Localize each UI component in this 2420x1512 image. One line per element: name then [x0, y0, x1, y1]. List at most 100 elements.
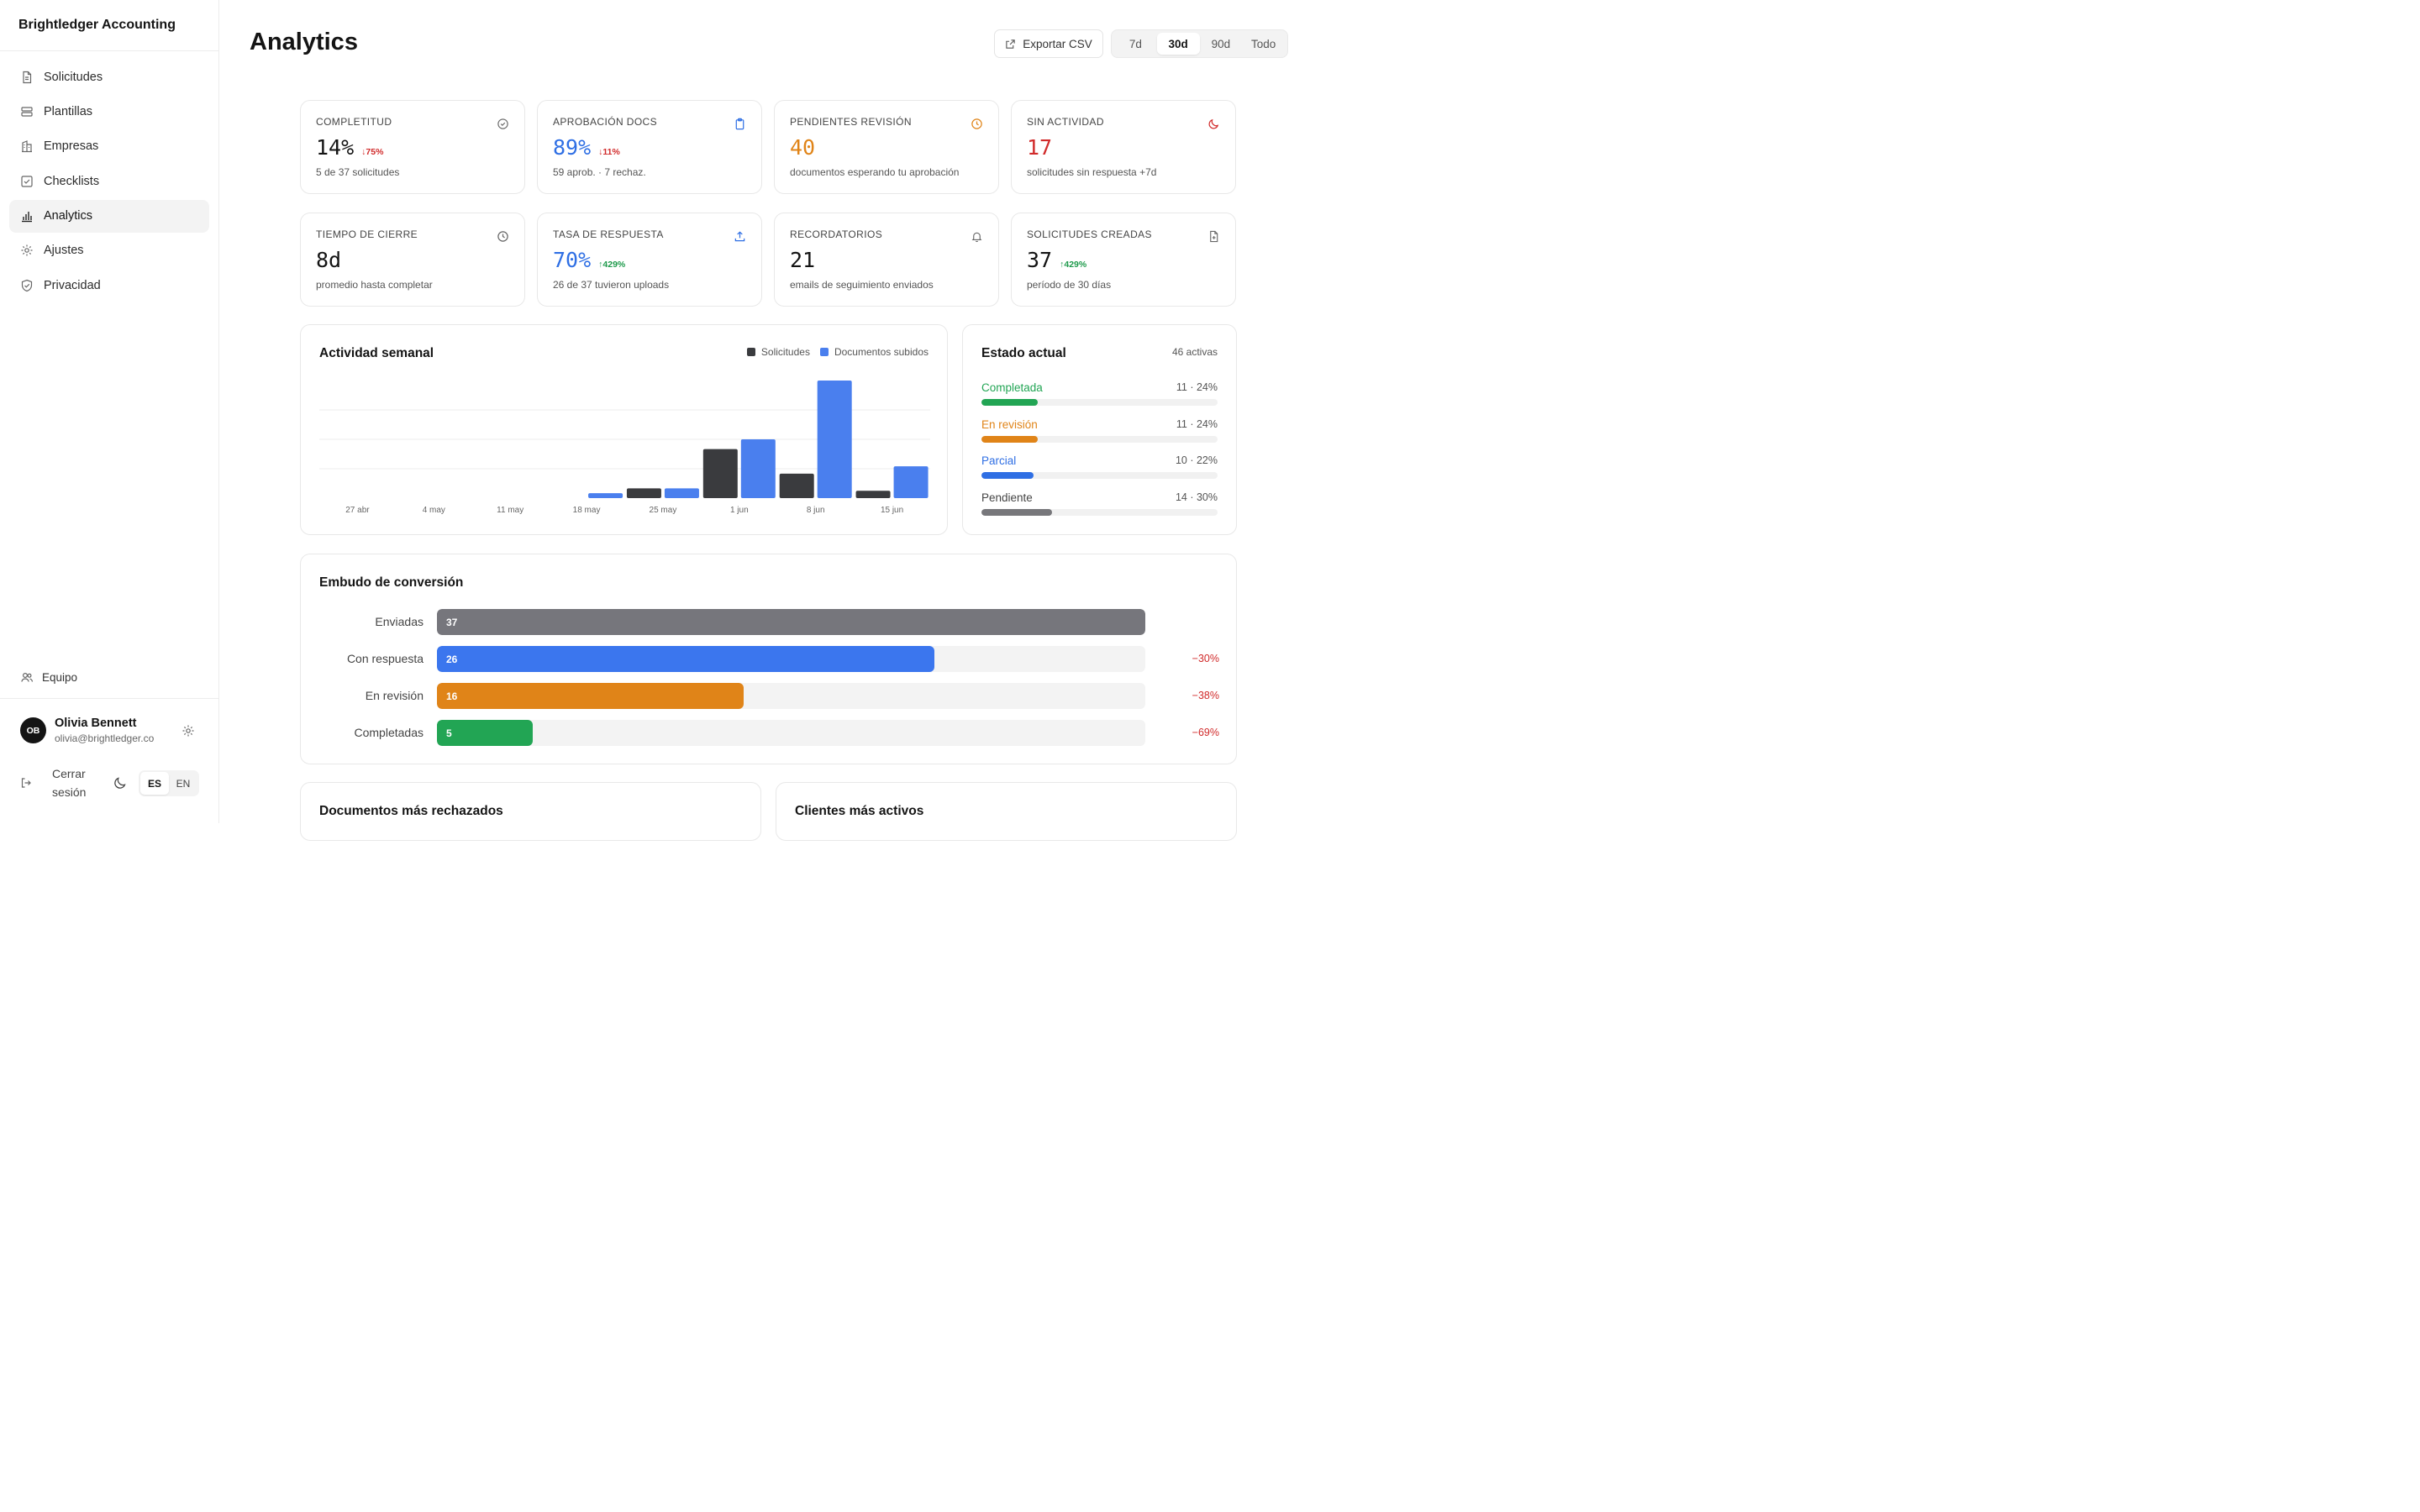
- sidebar-item-equipo[interactable]: Equipo: [20, 670, 77, 684]
- file-plus-icon: [1207, 230, 1220, 243]
- sidebar-item-solicitudes[interactable]: Solicitudes: [9, 60, 209, 93]
- kpi-label: APROBACIÓN DOCS: [553, 116, 658, 128]
- arrow-down-icon: ↓: [598, 147, 603, 157]
- funnel-bar[interactable]: 5: [437, 720, 533, 746]
- export-csv-button[interactable]: Exportar CSV: [994, 29, 1103, 58]
- status-progress-track: [981, 508, 1218, 516]
- funnel-row: Con respuesta 26 −30%: [301, 646, 1238, 672]
- funnel-bar[interactable]: 37: [437, 609, 1145, 635]
- upload-icon: [734, 230, 746, 243]
- moon-icon: [1207, 118, 1220, 130]
- user-profile[interactable]: OB Olivia Bennett olivia@brightledger.co: [20, 717, 198, 744]
- bar-documentos-subidos[interactable]: [817, 381, 852, 498]
- legend-label: Documentos subidos: [834, 346, 929, 358]
- logout-icon[interactable]: [20, 777, 32, 789]
- weekly-activity-title: Actividad semanal: [319, 346, 434, 360]
- gear-icon[interactable]: [182, 724, 195, 738]
- sidebar-footer: Cerrar sesión ES EN: [20, 763, 200, 803]
- bar-solicitudes[interactable]: [626, 488, 661, 498]
- language-es-button[interactable]: ES: [140, 772, 169, 795]
- clipboard-icon: [734, 118, 746, 130]
- kpi-label: PENDIENTES REVISIÓN: [790, 116, 912, 128]
- kpi-label: TIEMPO DE CIERRE: [316, 228, 418, 240]
- legend-label: Solicitudes: [760, 346, 810, 358]
- sidebar-item-label: Privacidad: [44, 278, 101, 292]
- weekly-activity-card: 27 abr 4 may 11 may 18 may 25 may 1 jun 8 jun 1…: [300, 324, 948, 535]
- status-count: 11 · 24%: [1176, 417, 1218, 430]
- bar-documentos-subidos[interactable]: [740, 439, 776, 498]
- bar-chart-icon: [20, 209, 34, 223]
- range-7d[interactable]: 7d: [1128, 37, 1142, 50]
- funnel-title: Embudo de conversión: [319, 575, 464, 590]
- kpi-label: RECORDATORIOS: [790, 228, 883, 240]
- status-row: Parcial 10 · 22%: [981, 454, 1218, 479]
- x-tick-label: 11 may: [497, 506, 523, 515]
- x-tick-label: 15 jun: [881, 506, 903, 515]
- bar-solicitudes[interactable]: [779, 473, 814, 498]
- status-row: Completada 11 · 24%: [981, 381, 1218, 406]
- bar-solicitudes[interactable]: [702, 449, 738, 498]
- kpi-value: 89%: [553, 135, 592, 160]
- range-90d[interactable]: 90d: [1211, 37, 1231, 50]
- building-icon: [20, 139, 34, 153]
- sidebar-item-checklists[interactable]: Checklists: [9, 165, 209, 197]
- funnel-track: 26: [437, 646, 1145, 672]
- language-en-button[interactable]: EN: [176, 777, 191, 790]
- logout-button[interactable]: Cerrar sesión: [52, 767, 87, 799]
- kpi-delta-value: 429%: [602, 260, 626, 270]
- most-rejected-title: Documentos más rechazados: [319, 804, 503, 818]
- status-progress-fill: [981, 435, 1039, 443]
- sidebar-item-plantillas[interactable]: Plantillas: [9, 95, 209, 128]
- funnel-value: 26: [446, 653, 458, 665]
- x-tick-label: 18 may: [573, 506, 601, 515]
- sidebar-item-label: Plantillas: [44, 104, 93, 118]
- sidebar-item-analytics[interactable]: Analytics: [9, 199, 209, 233]
- sidebar-item-label: Checklists: [44, 174, 100, 188]
- page-title: Analytics: [250, 29, 358, 55]
- legend-item-documentos[interactable]: Documentos subidos: [819, 346, 929, 358]
- sidebar-divider: [0, 698, 219, 699]
- kpi-subtitle: documentos esperando tu aprobación: [790, 166, 960, 178]
- funnel-bar[interactable]: 26: [437, 646, 935, 672]
- check-circle-icon: [497, 118, 509, 130]
- kpi-value: 70%: [553, 248, 592, 272]
- bar-documentos-subidos[interactable]: [893, 466, 929, 498]
- kpi-card: RECORDATORIOS 21 emails de seguimiento e…: [774, 213, 999, 307]
- funnel-bar[interactable]: 16: [437, 683, 744, 709]
- funnel-value: 37: [446, 616, 458, 628]
- kpi-delta-value: 11%: [602, 147, 620, 157]
- range-30d[interactable]: 30d: [1156, 33, 1200, 55]
- kpi-subtitle: solicitudes sin respuesta +7d: [1027, 166, 1157, 178]
- external-link-icon: [1005, 39, 1016, 50]
- bar-documentos-subidos[interactable]: [588, 493, 623, 498]
- sidebar-item-empresas[interactable]: Empresas: [9, 130, 209, 163]
- status-active-count: 46 activas: [1171, 346, 1218, 358]
- arrow-up-icon: ↑: [1060, 260, 1065, 270]
- kpi-card: COMPLETITUD 14% ↓75% 5 de 37 solicitudes: [300, 100, 525, 194]
- kpi-value: 14%: [316, 135, 355, 160]
- avatar: OB: [20, 717, 46, 743]
- funnel-value: 5: [446, 727, 452, 739]
- bar-documentos-subidos[interactable]: [664, 488, 699, 498]
- bar-solicitudes[interactable]: [855, 491, 891, 498]
- funnel-track: 16: [437, 683, 1145, 709]
- funnel-value: 16: [446, 690, 458, 702]
- x-tick-label: 8 jun: [807, 506, 825, 515]
- status-count: 11 · 24%: [1176, 381, 1218, 393]
- moon-icon[interactable]: [113, 775, 128, 790]
- kpi-value: 40: [790, 135, 816, 160]
- kpi-label: SOLICITUDES CREADAS: [1027, 228, 1152, 240]
- chart-legend: Solicitudes Documentos subidos: [746, 346, 929, 358]
- funnel-row: Enviadas 37: [301, 609, 1238, 635]
- sidebar-item-privacidad[interactable]: Privacidad: [9, 269, 209, 302]
- status-label: Parcial: [981, 454, 1017, 467]
- x-tick-label: 25 may: [650, 506, 677, 515]
- sidebar-item-ajustes[interactable]: Ajustes: [9, 234, 209, 267]
- funnel-drop-rate: −30%: [1192, 653, 1219, 664]
- status-progress-track: [981, 472, 1218, 479]
- funnel-label: Enviadas: [375, 615, 424, 628]
- file-icon: [20, 71, 34, 84]
- legend-item-solicitudes[interactable]: Solicitudes: [746, 346, 810, 358]
- range-all[interactable]: Todo: [1250, 37, 1276, 50]
- funnel-drop-rate: −38%: [1192, 690, 1219, 701]
